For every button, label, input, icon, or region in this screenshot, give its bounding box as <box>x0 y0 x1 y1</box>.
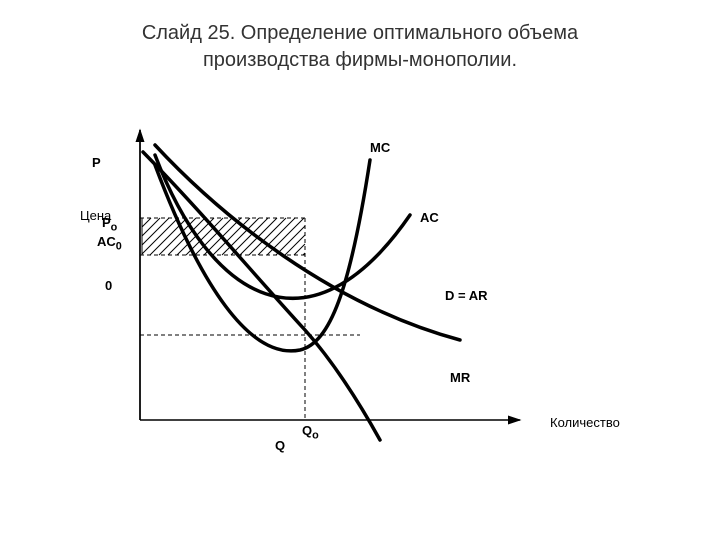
label-quantity: Количество <box>550 415 620 430</box>
title-line-1: Слайд 25. Определение оптимального объем… <box>142 22 578 44</box>
title-line-2: производства фирмы-монополии. <box>203 49 517 71</box>
label-P: P <box>92 155 101 170</box>
label-Po: Po <box>102 215 117 234</box>
label-AC: AC <box>420 210 439 225</box>
slide-title: Слайд 25. Определение оптимального объем… <box>0 0 720 74</box>
label-Q: Q <box>275 438 285 453</box>
label-AC0: AC0 <box>97 234 122 253</box>
label-DAR: D = AR <box>445 288 488 303</box>
label-MR: MR <box>450 370 470 385</box>
label-Qo: Qo <box>302 423 319 442</box>
label-zero: 0 <box>105 278 112 293</box>
label-MC: MC <box>370 140 390 155</box>
monopoly-diagram: P Цена Po AC0 0 MC AC D = AR MR Qo Q Кол… <box>80 110 640 510</box>
